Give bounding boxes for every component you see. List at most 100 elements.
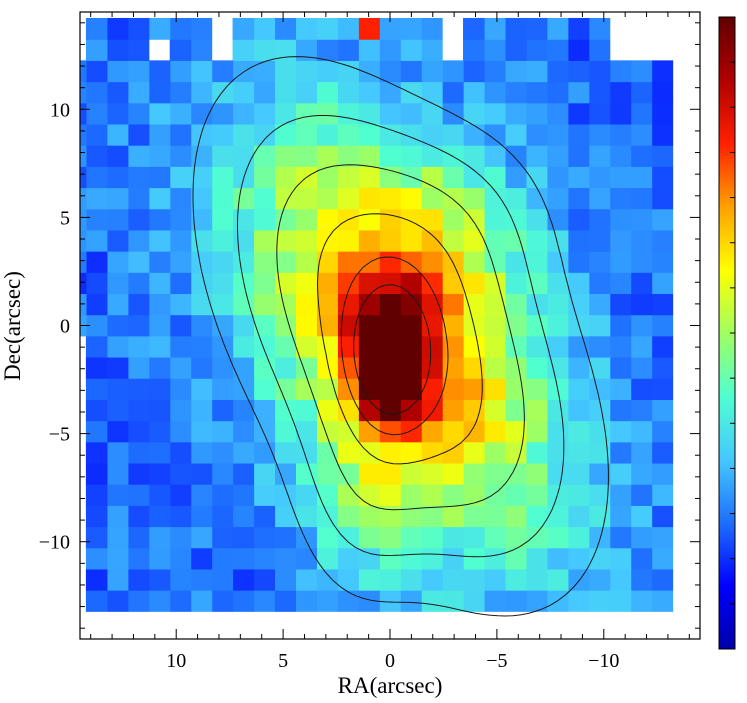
heatmap-cell <box>463 526 485 549</box>
contour-line <box>276 164 525 511</box>
heatmap-cell <box>504 420 527 443</box>
heatmap-cell <box>504 590 527 612</box>
heatmap-cell <box>483 441 506 464</box>
heatmap-cell <box>588 547 611 570</box>
heatmap-cell <box>567 568 590 591</box>
heatmap-cell <box>421 484 443 506</box>
heatmap-cell <box>546 462 569 485</box>
heatmap-cell <box>127 166 150 189</box>
heatmap-cell <box>190 335 213 358</box>
heatmap-cell <box>609 81 632 104</box>
heatmap-cell <box>190 356 213 379</box>
heatmap-cell <box>483 229 506 252</box>
heatmap-cell <box>630 356 653 379</box>
heatmap-cell <box>232 166 255 189</box>
heatmap-cell <box>630 123 653 146</box>
heatmap-cell <box>525 378 548 400</box>
heatmap-cell <box>400 39 422 61</box>
heatmap-cell <box>211 420 234 443</box>
heatmap-cells <box>80 17 674 612</box>
heatmap-cell <box>148 484 171 506</box>
heatmap-cell <box>504 208 527 231</box>
heatmap-cell <box>630 399 653 422</box>
heatmap-cell <box>463 81 485 104</box>
heatmap-cell <box>85 145 108 167</box>
heatmap-cell <box>253 17 276 40</box>
x-axis-ticks <box>90 12 690 639</box>
heatmap-cell <box>546 441 569 464</box>
heatmap-cell <box>316 356 338 379</box>
heatmap-cell <box>525 314 548 337</box>
heatmap-cell <box>148 17 171 40</box>
heatmap-cell <box>211 399 234 422</box>
heatmap-cell <box>85 60 108 83</box>
heatmap-cell <box>274 441 297 464</box>
heatmap-cell <box>316 335 338 358</box>
heatmap-cell <box>525 420 548 443</box>
heatmap-cell <box>483 526 506 549</box>
heatmap-cell <box>106 568 129 591</box>
heatmap-cell <box>609 293 632 316</box>
heatmap-cell <box>127 251 150 273</box>
heatmap-cell <box>400 272 422 295</box>
heatmap-cell <box>232 272 255 295</box>
heatmap-cell <box>546 60 569 83</box>
heatmap-cell <box>148 590 171 612</box>
heatmap-cell <box>504 547 527 570</box>
heatmap-cell <box>232 60 255 83</box>
heatmap-cell <box>483 335 506 358</box>
heatmap-cell <box>463 420 485 443</box>
heatmap-cell <box>253 39 276 61</box>
x-tick-label: −5 <box>486 650 507 672</box>
x-tick-label: 10 <box>166 650 186 672</box>
heatmap-cell <box>211 187 234 210</box>
heatmap-cell <box>651 505 674 528</box>
heatmap-cell <box>546 187 569 210</box>
heatmap-cell <box>316 505 338 528</box>
heatmap-cell <box>546 356 569 379</box>
heatmap-cell <box>546 102 569 125</box>
heatmap-cell <box>316 39 338 61</box>
heatmap-cell <box>211 60 234 83</box>
heatmap-cell <box>651 356 674 379</box>
heatmap-cell <box>295 441 317 464</box>
heatmap-cell <box>651 441 674 464</box>
heatmap-cell <box>169 293 192 316</box>
heatmap-cell <box>609 60 632 83</box>
heatmap-cell <box>295 123 317 146</box>
heatmap-cell <box>651 399 674 422</box>
heatmap-cell <box>253 208 276 231</box>
heatmap-cell <box>80 145 87 167</box>
heatmap-cell <box>567 484 590 506</box>
heatmap-cell <box>274 399 297 422</box>
heatmap-cell <box>379 102 401 125</box>
heatmap-cell <box>253 229 276 252</box>
heatmap-cell <box>253 123 276 146</box>
heatmap-cell <box>337 462 359 485</box>
heatmap-cell <box>169 399 192 422</box>
heatmap-cell <box>567 229 590 252</box>
heatmap-cell <box>504 145 527 167</box>
heatmap-cell <box>567 17 590 40</box>
heatmap-cell <box>169 356 192 379</box>
heatmap-cell <box>525 81 548 104</box>
heatmap-cell <box>483 547 506 570</box>
heatmap-cell <box>85 420 108 443</box>
heatmap-cell <box>316 441 338 464</box>
heatmap-cell <box>483 145 506 167</box>
heatmap-cell <box>80 208 87 231</box>
heatmap-cell <box>337 81 359 104</box>
heatmap-cell <box>463 60 485 83</box>
heatmap-cell <box>274 272 297 295</box>
heatmap-cell <box>253 293 276 316</box>
heatmap-cell <box>127 568 150 591</box>
heatmap-cell <box>169 590 192 612</box>
heatmap-cell <box>504 293 527 316</box>
heatmap-cell <box>546 314 569 337</box>
heatmap-cell <box>442 462 464 485</box>
heatmap-cell <box>463 568 485 591</box>
heatmap-cell <box>546 145 569 167</box>
heatmap-cell <box>148 441 171 464</box>
heatmap-cell <box>190 272 213 295</box>
heatmap-cell <box>358 145 380 167</box>
